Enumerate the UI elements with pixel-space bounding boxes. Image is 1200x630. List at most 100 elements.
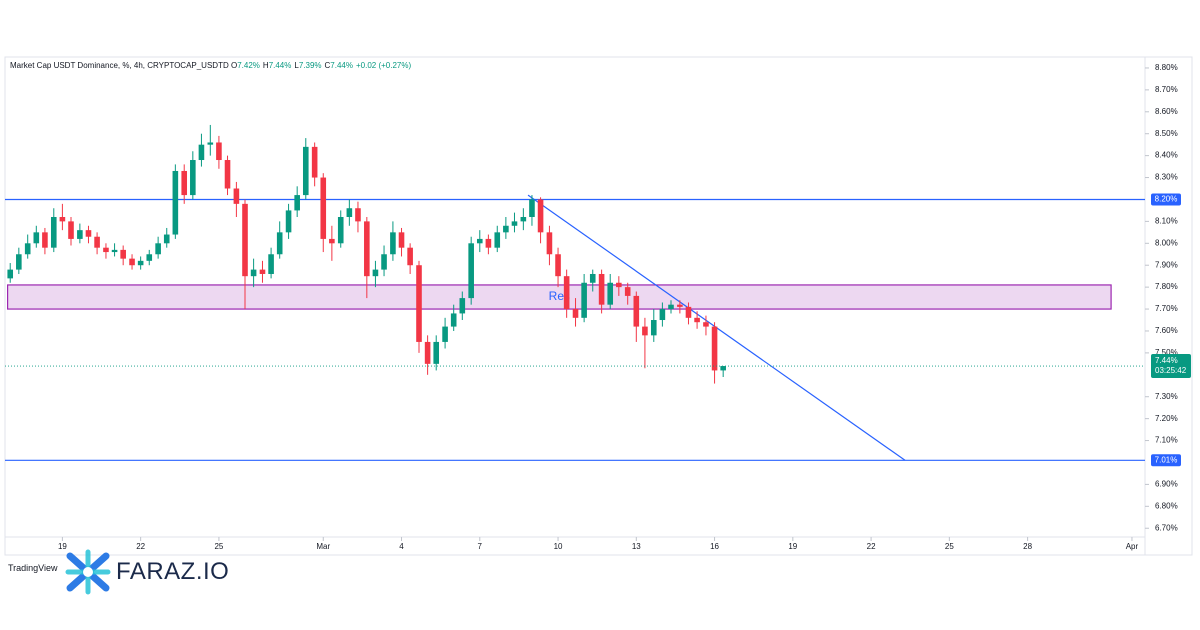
candle-body: [459, 298, 466, 314]
candle-body: [94, 236, 100, 248]
candle-body: [668, 304, 674, 310]
candle-body: [529, 199, 535, 217]
candle-body: [163, 234, 170, 244]
ohlc-label: O: [230, 61, 238, 70]
x-tick-label: 25: [214, 542, 223, 551]
candle-body: [703, 322, 709, 327]
site-logo: FARAZ.IO: [116, 558, 230, 585]
candle-body: [111, 249, 118, 253]
candle-body: [607, 282, 614, 305]
y-tick-label: 7.10%: [1155, 436, 1178, 445]
legend-symbol: Market Cap USDT Dominance, %, 4h, CRYPTO…: [10, 61, 229, 70]
candle-body: [120, 249, 126, 259]
y-tick-label: 8.50%: [1155, 129, 1178, 138]
candle-body: [190, 160, 196, 196]
x-tick-label: 22: [867, 542, 876, 551]
candle-body: [355, 208, 361, 222]
candle-body: [572, 309, 579, 318]
candle-body: [503, 225, 509, 233]
candle-body: [398, 232, 405, 248]
candle-body: [677, 304, 683, 307]
candle-body: [7, 269, 14, 279]
ohlc-label: L: [294, 61, 299, 70]
candle-body: [302, 146, 309, 196]
candle-body: [50, 217, 57, 248]
candle-body: [650, 320, 657, 336]
y-tick-label: 7.90%: [1155, 260, 1178, 269]
candle-body: [433, 341, 440, 364]
candle-body: [337, 217, 344, 244]
candle-body: [364, 221, 370, 277]
x-tick-label: 16: [710, 542, 719, 551]
y-tick-label: 7.70%: [1155, 304, 1178, 313]
x-tick-label: 25: [945, 542, 954, 551]
candle-body: [555, 254, 561, 277]
candle-body: [711, 326, 718, 371]
candle-body: [268, 254, 274, 274]
ohlc-label: C: [324, 61, 331, 70]
candle-body: [511, 221, 518, 226]
candle-body: [320, 177, 327, 239]
y-tick-label: 8.80%: [1155, 63, 1178, 72]
candle-body: [146, 254, 153, 261]
y-tick-label: 7.80%: [1155, 282, 1178, 291]
ohlc-value: 7.44%: [268, 61, 292, 70]
ohlc-value: 7.39%: [298, 61, 322, 70]
candle-body: [346, 208, 353, 217]
candle-body: [659, 309, 666, 321]
candle-body: [685, 306, 692, 318]
candle-body: [381, 254, 387, 270]
candle-body: [476, 238, 483, 244]
candle-body: [24, 243, 31, 255]
candle-body: [633, 295, 640, 327]
x-tick-label: 13: [632, 542, 641, 551]
y-tick-label: 8.30%: [1155, 173, 1178, 182]
y-tick-label: 7.20%: [1155, 414, 1178, 423]
candle-body: [68, 221, 74, 239]
y-tick-label: 8.10%: [1155, 216, 1178, 225]
price-tag: [1151, 193, 1181, 206]
candle-body: [33, 232, 40, 244]
change-value: +0.02 (+0.27%): [355, 61, 412, 70]
candle-body: [563, 276, 570, 310]
candle-body: [259, 269, 266, 274]
ohlc-label: H: [262, 61, 269, 70]
ohlc-value: 7.42%: [237, 61, 260, 70]
candle-body: [390, 232, 396, 255]
candle-body: [276, 232, 283, 255]
candle-body: [294, 195, 300, 211]
candle-body: [42, 232, 48, 248]
candle-body: [129, 258, 135, 266]
candle-body: [468, 243, 474, 299]
legend: Market Cap USDT Dominance, %, 4h, CRYPTO…: [10, 61, 414, 70]
x-tick-label: 7: [478, 542, 483, 551]
last-price-tag: [1151, 354, 1191, 379]
candle-body: [172, 170, 179, 235]
resistance-zone: [7, 284, 1112, 310]
candle-body: [494, 232, 501, 248]
candle-body: [598, 273, 605, 305]
candle-body: [624, 287, 631, 296]
candle-body: [85, 230, 92, 237]
candle-body: [442, 326, 448, 342]
x-tick-label: 4: [399, 542, 404, 551]
faraz-logo-icon: [65, 549, 111, 595]
y-tick-label: 7.60%: [1155, 326, 1178, 335]
y-tick-label: 6.70%: [1155, 523, 1178, 532]
x-tick-label: 10: [554, 542, 563, 551]
candle-body: [250, 269, 257, 277]
last-price-label: 7.44%: [1155, 356, 1178, 365]
candle-body: [424, 341, 431, 364]
candle-body: [589, 273, 596, 283]
candle-body: [416, 265, 422, 342]
candle-body: [137, 260, 144, 266]
candle-body: [216, 142, 222, 161]
candle-body: [181, 170, 188, 196]
candle-body: [233, 188, 240, 204]
candle-body: [537, 199, 544, 233]
candle-body: [329, 238, 335, 244]
candle-body: [450, 313, 457, 327]
candle-body: [642, 326, 648, 336]
